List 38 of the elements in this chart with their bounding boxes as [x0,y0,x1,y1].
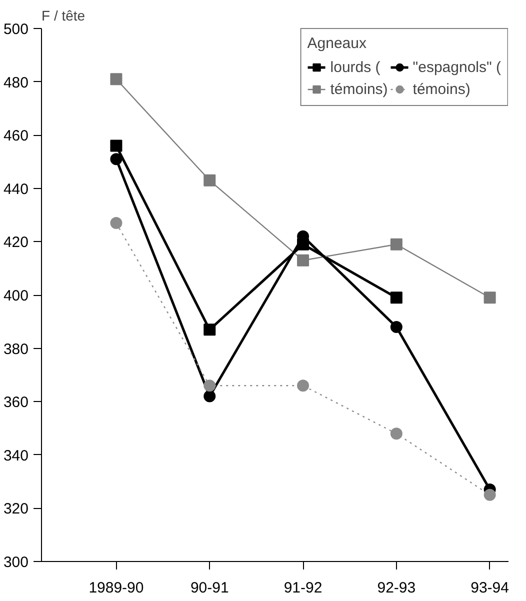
point [484,292,496,304]
point [484,488,496,501]
x-tick-label: 93-94 [470,580,510,596]
point [390,238,402,250]
legend-title: Agneaux [307,35,368,52]
x-tick-label: 91-92 [284,580,322,596]
point [110,217,122,230]
y-tick-label: 300 [3,554,29,571]
point [390,428,402,440]
y-tick-label: 480 [3,74,29,92]
y-tick-label: 340 [3,447,29,464]
y-tick-label: 460 [3,128,29,145]
x-tick-label: 90-91 [190,580,229,596]
point [390,320,402,333]
legend-label: "espagnols" ( [412,58,501,76]
y-tick-label: 500 [3,21,29,38]
y-tick-label: 380 [3,340,29,358]
point [110,73,122,86]
y-axis-title: F / tête [42,8,86,24]
legend-label: témoins) [412,80,470,98]
legend-label: témoins) [330,80,388,98]
point [297,254,310,266]
y-tick-label: 320 [3,500,29,518]
point [390,292,402,304]
y-tick-label: 360 [3,394,29,412]
y-tick-label: 400 [3,288,29,304]
x-tick-label: 1989-90 [88,580,144,596]
point [204,390,216,402]
point [204,380,216,392]
y-tick-label: 440 [3,180,29,198]
point [204,174,216,186]
x-tick-label: 92-93 [377,580,416,596]
point [297,380,310,392]
point [110,153,122,166]
legend-label: lourds ( [330,58,380,76]
y-tick-label: 420 [3,234,29,252]
point [204,324,216,336]
point [110,140,122,152]
